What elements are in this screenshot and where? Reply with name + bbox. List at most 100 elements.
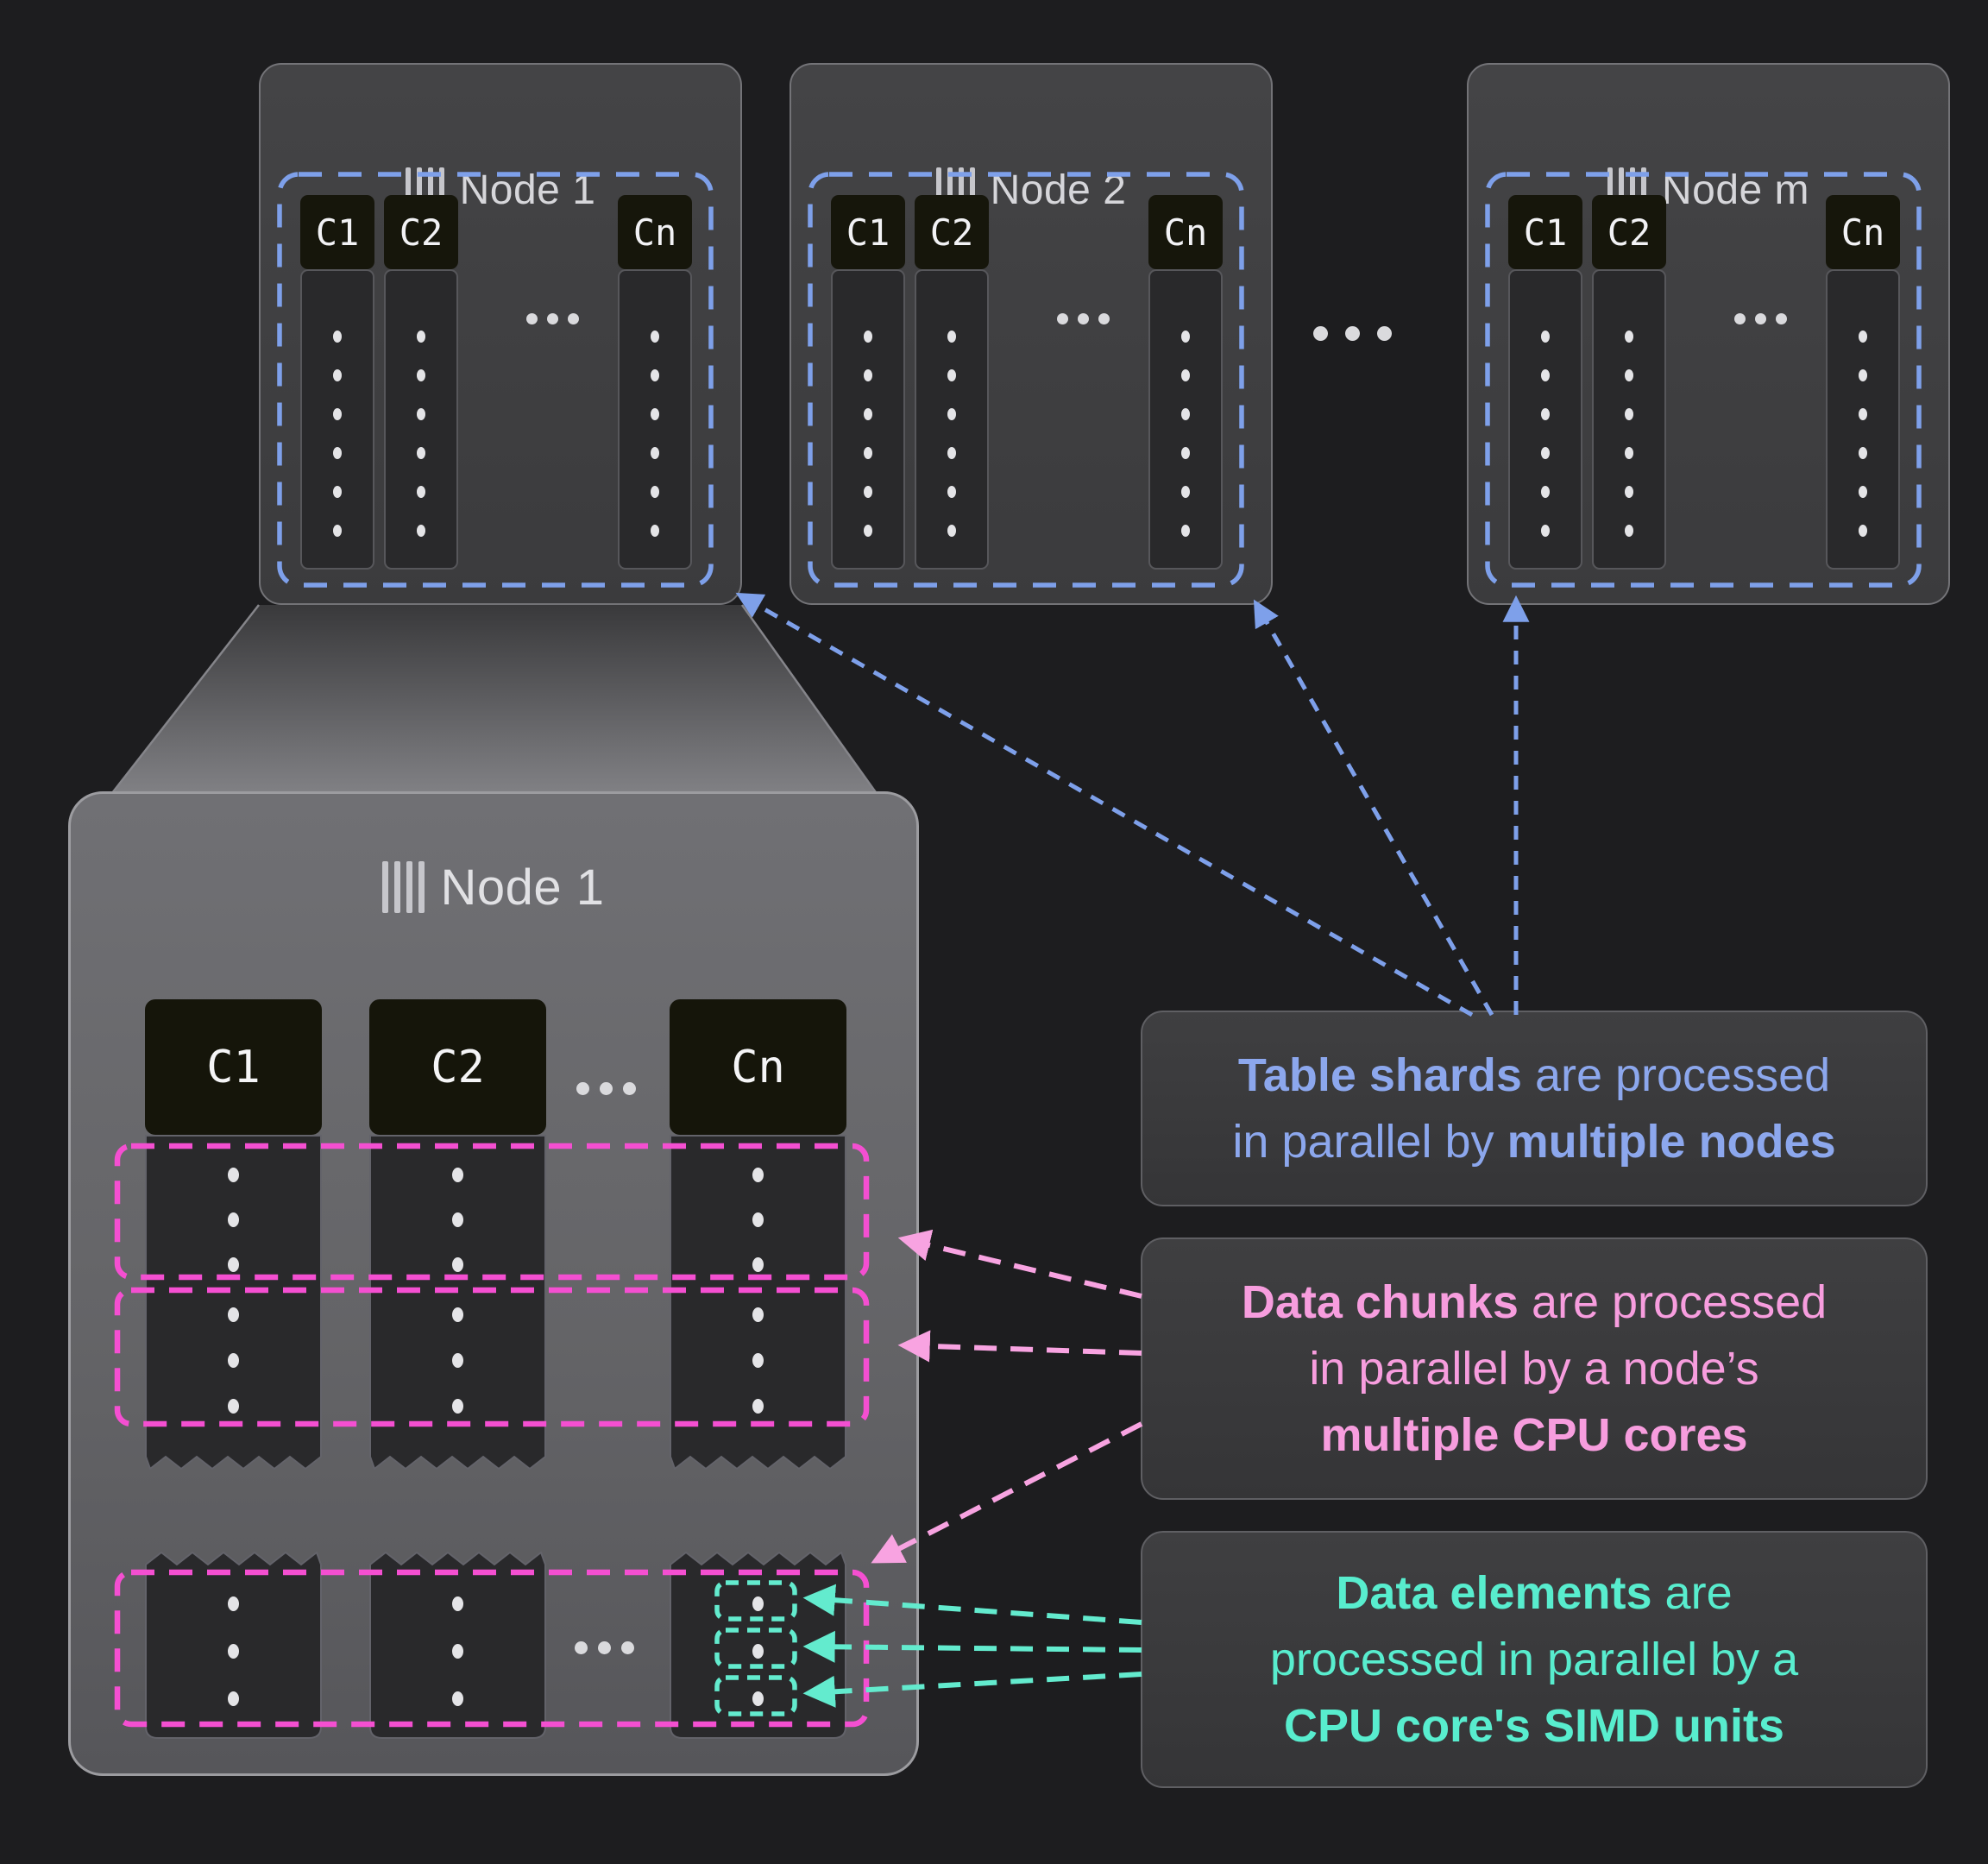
node-label: Node 1 — [440, 859, 605, 916]
data-dot — [1541, 331, 1550, 343]
data-dot — [1625, 447, 1633, 459]
data-dot — [451, 1398, 463, 1414]
data-dot — [752, 1256, 764, 1272]
column-bars-icon — [382, 861, 425, 913]
data-dot — [1181, 447, 1190, 459]
node-label: Node 2 — [990, 167, 1127, 213]
data-dot — [333, 486, 342, 498]
data-dot — [333, 408, 342, 420]
data-dot — [227, 1596, 239, 1611]
data-dot — [752, 1352, 764, 1368]
data-dot — [1625, 486, 1633, 498]
column-header: C2 — [1592, 195, 1666, 269]
ellipsis-icon — [1733, 312, 1787, 324]
data-dot — [651, 408, 659, 420]
ellipsis-icon — [574, 1640, 634, 1654]
data-dot — [417, 447, 425, 459]
data-dot — [864, 331, 872, 343]
annotation-text: in parallel by — [1232, 1115, 1507, 1168]
column-header: C1 — [1508, 195, 1582, 269]
data-dot — [947, 369, 956, 381]
column-header: C1 — [300, 195, 374, 269]
annotation-text: CPU core's SIMD units — [1284, 1699, 1784, 1752]
node-label: Node 1 — [459, 167, 596, 213]
data-dot — [651, 331, 659, 343]
data-dot — [227, 1691, 239, 1706]
annotation-line: in parallel by multiple nodes — [1232, 1109, 1835, 1175]
annotation-text: multiple CPU cores — [1320, 1408, 1748, 1461]
data-dot — [1541, 408, 1550, 420]
data-dot — [947, 486, 956, 498]
node-label: Node m — [1661, 167, 1810, 213]
data-dot — [333, 525, 342, 537]
data-dot — [1859, 447, 1867, 459]
data-dot — [1859, 331, 1867, 343]
data-dot — [752, 1167, 764, 1182]
data-dot — [227, 1352, 239, 1368]
data-dot — [1541, 525, 1550, 537]
data-dot — [451, 1596, 463, 1611]
data-dot — [1625, 369, 1633, 381]
data-dot — [227, 1643, 239, 1659]
data-dot — [1859, 408, 1867, 420]
data-dot — [1541, 486, 1550, 498]
data-dot — [752, 1596, 764, 1611]
column-body-torn — [369, 1135, 546, 1470]
column-body-torn — [670, 1135, 846, 1470]
annotation-arrow — [1253, 599, 1494, 1017]
node-box-3: Node m C1 C2 Cn — [1467, 63, 1950, 605]
ellipsis-icon — [1056, 312, 1110, 324]
data-dot — [1859, 369, 1867, 381]
ellipsis-icon — [1312, 325, 1392, 341]
annotation-text: are — [1651, 1566, 1733, 1619]
data-dot — [1859, 486, 1867, 498]
column-header: Cn — [1148, 195, 1223, 269]
data-dot — [417, 486, 425, 498]
data-dot — [417, 369, 425, 381]
data-dot — [1859, 525, 1867, 537]
data-dot — [451, 1212, 463, 1227]
data-dot — [1181, 331, 1190, 343]
column-header: C1 — [145, 999, 322, 1135]
ellipsis-icon — [525, 312, 579, 324]
annotation-line: multiple CPU cores — [1320, 1402, 1747, 1469]
data-dot — [451, 1256, 463, 1272]
data-dot — [451, 1352, 463, 1368]
data-dot — [947, 447, 956, 459]
column-header: Cn — [670, 999, 846, 1135]
annotation-card-data-chunks: Data chunks are processed in parallel by … — [1141, 1237, 1928, 1500]
data-dot — [1181, 486, 1190, 498]
annotation-line: Table shards are processed — [1238, 1042, 1830, 1109]
data-dot — [451, 1643, 463, 1659]
data-dot — [864, 408, 872, 420]
data-dot — [1181, 369, 1190, 381]
ellipsis-icon — [576, 1081, 636, 1095]
data-dot — [333, 447, 342, 459]
annotation-text: multiple nodes — [1507, 1115, 1836, 1168]
annotation-line: Data elements are — [1336, 1560, 1732, 1627]
data-dot — [864, 486, 872, 498]
data-dot — [752, 1691, 764, 1706]
annotation-arrow — [897, 1330, 1142, 1363]
data-dot — [1181, 525, 1190, 537]
data-dot — [864, 525, 872, 537]
data-dot — [752, 1643, 764, 1659]
annotation-text: Data chunks — [1241, 1275, 1519, 1328]
data-dot — [651, 525, 659, 537]
data-dot — [417, 331, 425, 343]
data-dot — [451, 1691, 463, 1706]
column-header: Cn — [618, 195, 692, 269]
data-dot — [1625, 525, 1633, 537]
data-dot — [1541, 369, 1550, 381]
annotation-text: processed in parallel by a — [1269, 1633, 1799, 1685]
data-dot — [227, 1167, 239, 1182]
node-box-1: Node 1 C1 C2 Cn — [259, 63, 742, 605]
data-dot — [227, 1398, 239, 1414]
data-dot — [947, 408, 956, 420]
data-dot — [651, 447, 659, 459]
data-dot — [1625, 331, 1633, 343]
column-body-torn — [145, 1135, 322, 1470]
data-dot — [752, 1212, 764, 1227]
data-dot — [651, 486, 659, 498]
